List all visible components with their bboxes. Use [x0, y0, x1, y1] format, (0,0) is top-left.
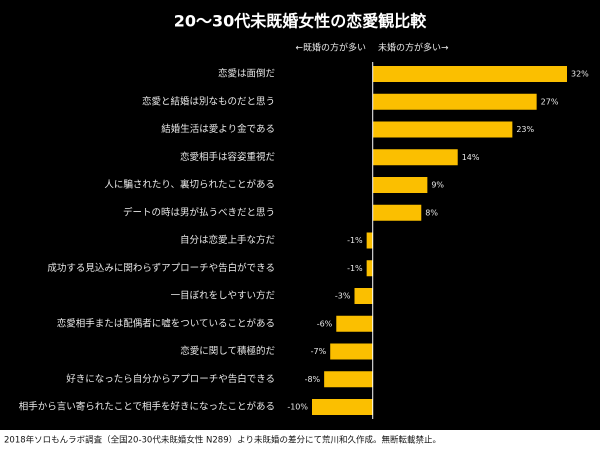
value-label: 27%	[541, 97, 559, 106]
category-label: 恋愛相手または配偶者に嘘をついていることがある	[57, 317, 275, 329]
category-label: 人に騙されたり、裏切られたことがある	[104, 179, 275, 191]
bar	[372, 177, 428, 193]
category-label: デートの時は男が払うべきだと思う	[123, 206, 275, 218]
value-label: -1%	[347, 236, 363, 245]
value-label: -1%	[347, 264, 363, 273]
category-label: 相手から言い寄られたことで相手を好きになったことがある	[19, 401, 275, 413]
bar	[366, 232, 373, 249]
category-label: 恋愛は面倒だ	[218, 68, 276, 80]
value-label: -8%	[305, 375, 321, 384]
bar	[366, 260, 373, 277]
chart-title: 20～30代未既婚女性の恋愛観比較	[174, 12, 428, 31]
footnote: 2018年ソロもんラボ調査（全国20-30代未既婚女性 N289）より未既婚の差…	[4, 435, 441, 446]
category-label: 結婚生活は愛より金である	[161, 123, 275, 135]
category-label: 一目ぼれをしやすい方だ	[171, 290, 276, 302]
background	[0, 0, 600, 430]
category-label: 恋愛相手は容姿重視だ	[180, 151, 276, 163]
bar	[330, 343, 373, 360]
bar	[372, 66, 567, 82]
category-label: 恋愛に関して積極的だ	[180, 345, 275, 357]
value-label: 32%	[571, 70, 589, 79]
category-label: 恋愛と結婚は別なものだと思う	[142, 95, 275, 107]
value-label: 23%	[516, 125, 534, 134]
category-label: 成功する見込みに関わらずアプローチや告白ができる	[47, 262, 275, 274]
value-label: -7%	[311, 347, 327, 356]
bar	[324, 371, 373, 388]
value-label: -3%	[335, 292, 351, 301]
bar	[312, 399, 373, 415]
value-label: 8%	[425, 208, 438, 217]
bar	[372, 93, 537, 110]
bar	[336, 315, 373, 332]
category-label: 自分は恋愛上手な方だ	[180, 234, 276, 246]
value-label: 14%	[462, 153, 480, 162]
category-label: 好きになったら自分からアプローチや告白できる	[66, 373, 275, 385]
bar	[372, 149, 458, 166]
value-label: -10%	[287, 403, 308, 412]
annotation: ←既婚の方が多い	[295, 42, 366, 54]
bar	[354, 288, 373, 304]
footer-background	[0, 430, 600, 450]
value-label: -6%	[317, 319, 333, 328]
annotation: 未婚の方が多い→	[378, 42, 449, 54]
bar	[372, 204, 422, 221]
bar	[372, 121, 513, 138]
value-label: 9%	[431, 181, 444, 190]
